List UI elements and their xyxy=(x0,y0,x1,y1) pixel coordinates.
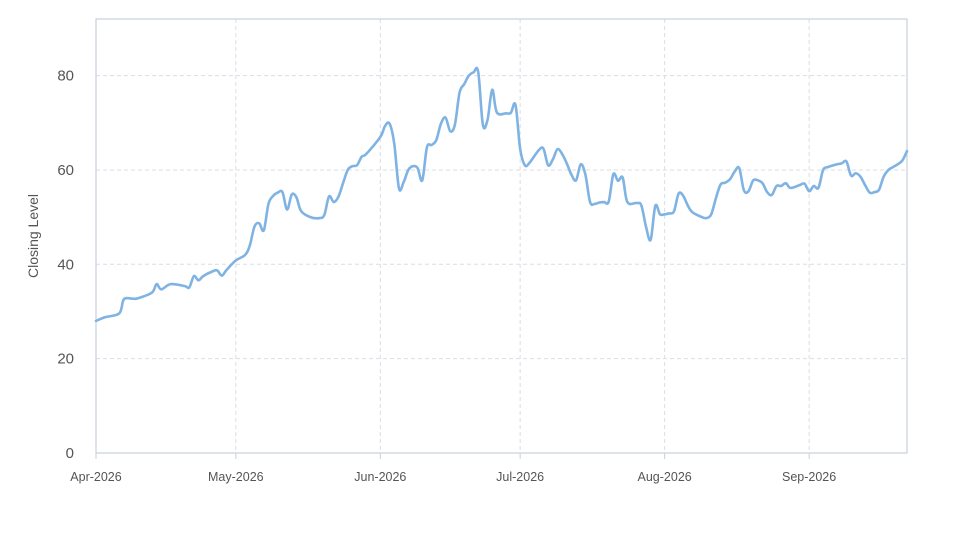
y-tick-label: 40 xyxy=(57,256,74,273)
y-axis-ticks: 0 20 40 60 80 xyxy=(57,68,74,462)
y-axis-label: Closing Level xyxy=(25,194,41,278)
x-tick-label: Jun-2026 xyxy=(354,470,406,484)
y-tick-label: 20 xyxy=(57,351,74,368)
x-tick-label: Aug-2026 xyxy=(638,470,692,484)
series-line xyxy=(94,66,909,323)
x-tick-label: Jul-2026 xyxy=(496,470,544,484)
x-tick-label: Sep-2026 xyxy=(782,470,836,484)
x-tick-label: Apr-2026 xyxy=(70,470,121,484)
x-tick-label: May-2026 xyxy=(208,470,264,484)
y-tick-label: 80 xyxy=(57,68,74,85)
plot-frame xyxy=(95,18,908,454)
grid-lines xyxy=(96,19,907,453)
y-tick-label: 60 xyxy=(57,162,74,179)
x-axis-ticks: Apr-2026 May-2026 Jun-2026 Jul-2026 Aug-2026… xyxy=(70,453,836,484)
y-tick-label: 0 xyxy=(66,445,74,462)
